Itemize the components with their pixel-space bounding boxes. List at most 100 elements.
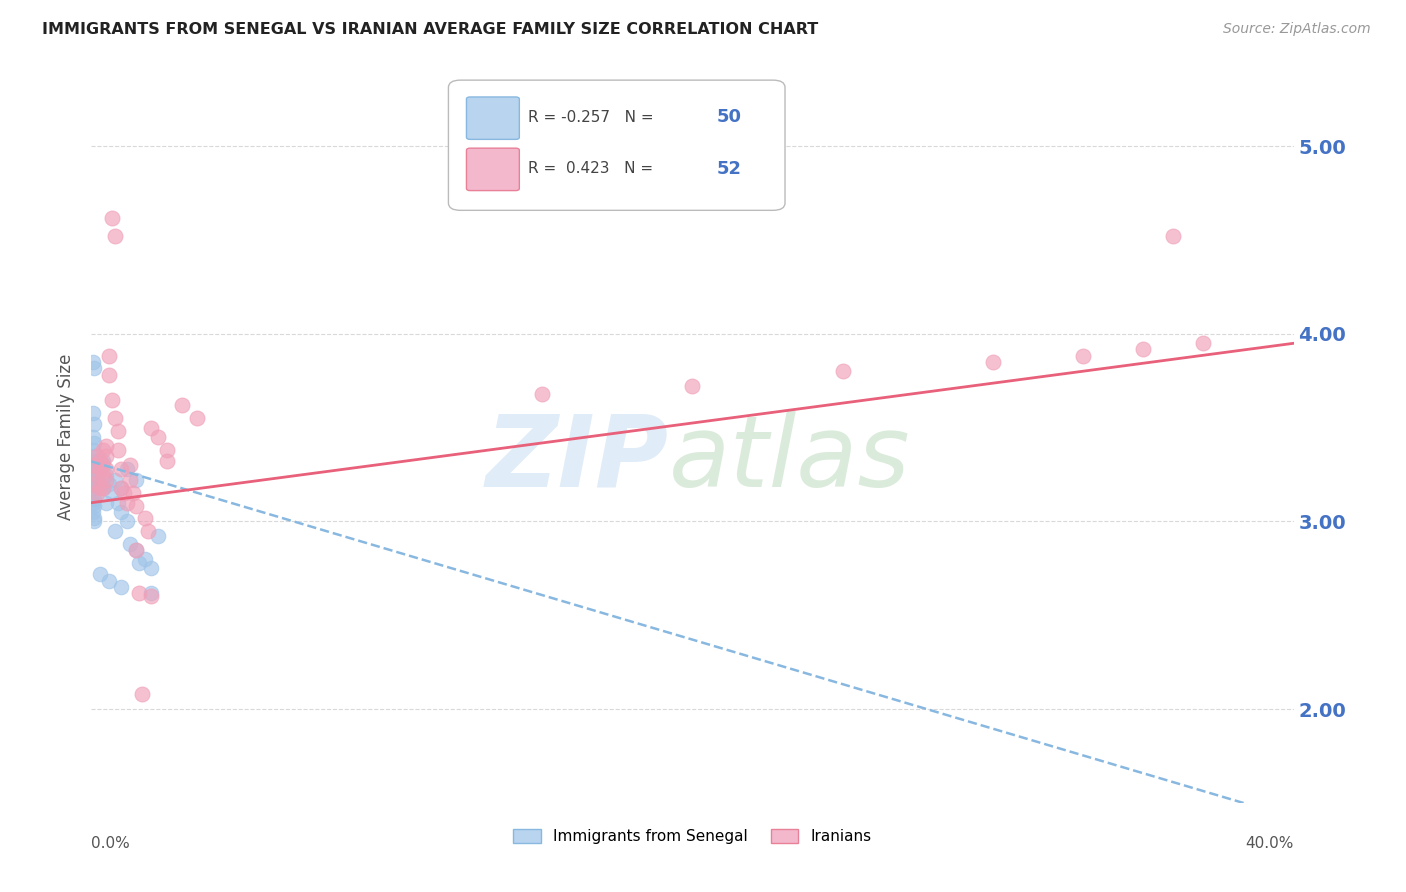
Point <box>110 481 132 495</box>
Text: 50: 50 <box>717 109 741 127</box>
Point <box>1132 342 1154 356</box>
Point <box>101 211 124 225</box>
Point <box>122 486 145 500</box>
Point <box>93 481 115 495</box>
Point <box>125 542 148 557</box>
Text: 0.0%: 0.0% <box>91 836 131 851</box>
Point <box>93 481 115 495</box>
Text: IMMIGRANTS FROM SENEGAL VS IRANIAN AVERAGE FAMILY SIZE CORRELATION CHART: IMMIGRANTS FROM SENEGAL VS IRANIAN AVERA… <box>42 22 818 37</box>
Point <box>82 406 104 420</box>
Point <box>82 481 104 495</box>
Point <box>107 496 129 510</box>
Point <box>83 462 105 476</box>
Point <box>120 537 142 551</box>
Point <box>83 477 105 491</box>
Point <box>681 379 703 393</box>
Point <box>125 542 148 557</box>
Point <box>98 477 121 491</box>
Point <box>83 477 105 491</box>
Text: atlas: atlas <box>668 410 910 508</box>
Point <box>110 505 132 519</box>
Point <box>117 496 139 510</box>
Point <box>82 458 104 473</box>
Point <box>155 454 177 468</box>
Point <box>82 505 104 519</box>
Point <box>93 454 115 468</box>
Point <box>96 467 118 482</box>
Point <box>110 580 132 594</box>
Point <box>82 496 104 510</box>
Point <box>125 500 148 514</box>
Point <box>170 398 193 412</box>
Point <box>186 411 208 425</box>
Point <box>104 411 127 425</box>
Point <box>83 473 105 487</box>
Point <box>83 491 105 506</box>
Point <box>83 458 105 473</box>
Text: 52: 52 <box>717 160 741 178</box>
FancyBboxPatch shape <box>467 97 519 139</box>
Point <box>101 486 124 500</box>
Point <box>128 556 150 570</box>
Point <box>117 515 139 529</box>
FancyBboxPatch shape <box>467 148 519 191</box>
Point <box>125 473 148 487</box>
Point <box>96 440 118 454</box>
Point <box>83 417 105 431</box>
Point <box>98 368 121 383</box>
Point <box>138 524 160 538</box>
Point <box>107 443 129 458</box>
Point <box>146 529 169 543</box>
Point <box>981 355 1004 369</box>
Point <box>104 473 127 487</box>
Point <box>1071 350 1094 364</box>
Point <box>101 392 124 407</box>
Point <box>134 510 156 524</box>
Point <box>120 473 142 487</box>
Point <box>96 462 118 476</box>
Point <box>110 481 132 495</box>
Point <box>86 467 108 482</box>
Point <box>98 350 121 364</box>
Point <box>128 586 150 600</box>
FancyBboxPatch shape <box>449 80 785 211</box>
Point <box>86 458 108 473</box>
Point <box>89 462 111 476</box>
Point <box>89 462 111 476</box>
Point <box>141 420 163 434</box>
Point <box>1192 336 1215 351</box>
Point <box>89 454 111 468</box>
Point <box>1161 229 1184 244</box>
Point <box>141 561 163 575</box>
Point <box>83 435 105 450</box>
Point <box>110 462 132 476</box>
Point <box>89 566 111 581</box>
Point <box>531 387 554 401</box>
Point <box>134 552 156 566</box>
Point <box>96 473 118 487</box>
Point <box>93 458 115 473</box>
Point <box>146 430 169 444</box>
Point <box>89 477 111 491</box>
Point <box>83 510 105 524</box>
Point <box>83 486 105 500</box>
Point <box>117 462 139 476</box>
Point <box>83 515 105 529</box>
Point <box>96 496 118 510</box>
Point <box>141 586 163 600</box>
Point <box>107 425 129 439</box>
Point <box>82 443 104 458</box>
Point <box>131 687 153 701</box>
Point <box>82 430 104 444</box>
Point <box>104 229 127 244</box>
Text: ZIP: ZIP <box>485 410 668 508</box>
Text: Source: ZipAtlas.com: Source: ZipAtlas.com <box>1223 22 1371 37</box>
Point <box>114 486 136 500</box>
Point <box>86 449 108 463</box>
Point <box>83 500 105 514</box>
Point <box>89 481 111 495</box>
Point <box>831 364 853 378</box>
Point <box>120 458 142 473</box>
Point <box>155 443 177 458</box>
Point <box>83 360 105 375</box>
